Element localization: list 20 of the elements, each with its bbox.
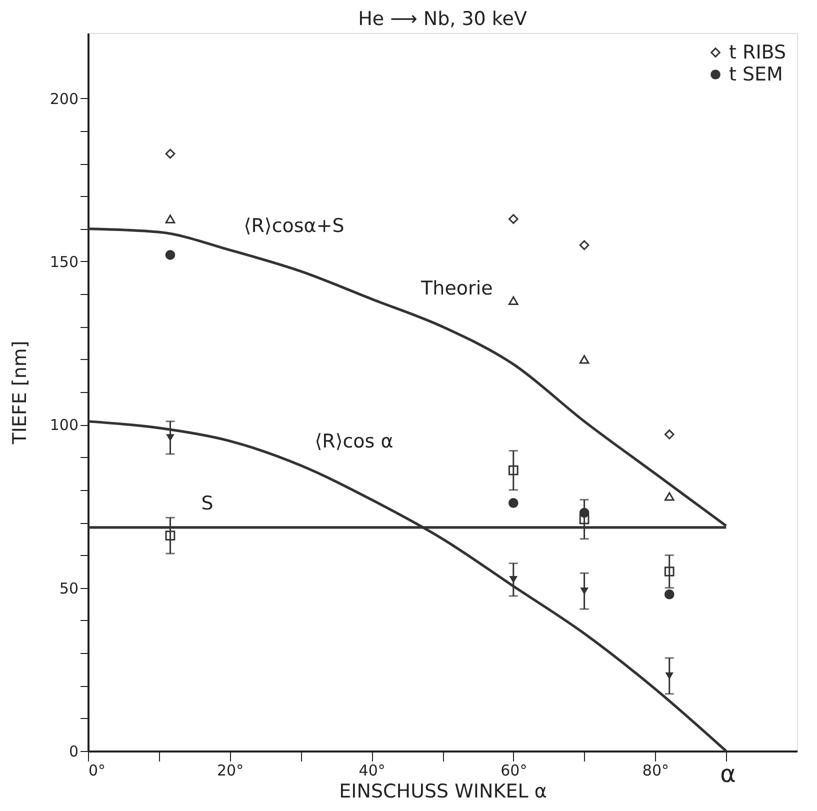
legend-label: t RIBS xyxy=(729,42,786,64)
y-tick-label: 150 xyxy=(50,252,78,271)
y-tick-label: 50 xyxy=(59,579,78,598)
x-tick-label: 40° xyxy=(358,762,386,780)
x-tick-label: 20° xyxy=(217,762,244,780)
annotation: ⟨R⟩cos α xyxy=(314,430,394,452)
annotation: Theorie xyxy=(420,278,493,300)
y-axis-title: TIEFE [nm] xyxy=(8,340,31,446)
x-tick-label: 80° xyxy=(642,762,669,780)
annotation: ⟨R⟩cosα+S xyxy=(244,215,344,238)
y-tick-label: 0 xyxy=(68,742,78,760)
legend-label: t SEM xyxy=(729,64,783,86)
y-tick-label: 100 xyxy=(50,416,78,434)
annotation: S xyxy=(201,492,214,514)
x-axis-title: EINSCHUSS WINKEL α xyxy=(339,780,547,802)
text: α xyxy=(720,760,736,788)
x-tick-label: 0° xyxy=(88,762,106,780)
x-tick-label: 60° xyxy=(500,762,528,780)
y-tick-label: 200 xyxy=(50,90,78,108)
chart-title: He ⟶ Nb, 30 keV xyxy=(358,8,527,30)
